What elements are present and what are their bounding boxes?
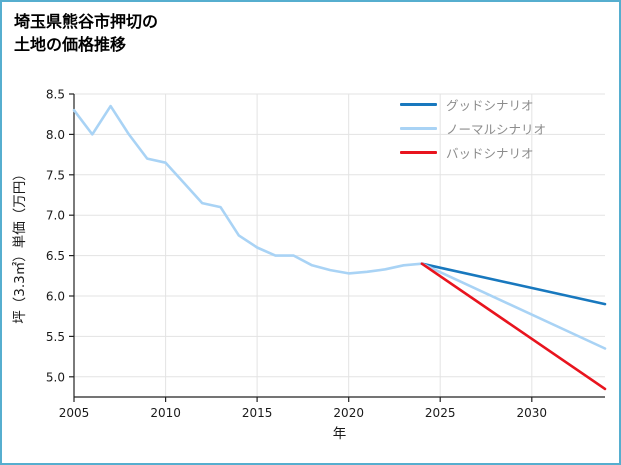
legend-label-good: グッドシナリオ: [446, 98, 534, 113]
y-axis-label: 坪（3.3㎡）単価（万円）: [12, 167, 28, 323]
legend-color-line-good: [400, 103, 437, 106]
y-tick-label: 6.5: [46, 249, 65, 263]
y-tick-label: 7.0: [46, 209, 65, 223]
legend-label-bad: バッドシナリオ: [446, 146, 534, 161]
page-title: 埼玉県熊谷市押切の 土地の価格推移: [14, 10, 158, 56]
x-tick-label: 2025: [425, 406, 456, 420]
x-tick-label: 2020: [333, 406, 364, 420]
chart-legend: グッドシナリオ ノーマルシナリオ バッドシナリオ: [400, 96, 546, 161]
legend-label-normal: ノーマルシナリオ: [446, 122, 547, 137]
x-tick-label: 2030: [517, 406, 548, 420]
series-line-グッドシナリオ: [420, 262, 607, 306]
x-tick-label: 2015: [242, 406, 273, 420]
legend-item-good: グッドシナリオ: [400, 96, 546, 113]
page-title-line-1: 埼玉県熊谷市押切の: [14, 12, 159, 31]
y-tick-label: 8.5: [46, 88, 65, 102]
legend-item-bad: バッドシナリオ: [400, 144, 546, 161]
series-line-history: [72, 104, 424, 275]
y-tick-label: 5.0: [46, 370, 65, 384]
y-tick-label: 6.0: [46, 290, 65, 304]
legend-color-line-bad: [400, 151, 437, 154]
y-tick-label: 8.0: [46, 128, 65, 142]
x-tick-label: 2005: [59, 406, 90, 420]
x-axis-label: 年: [333, 426, 347, 442]
series-line-バッドシナリオ: [420, 262, 607, 391]
x-tick-label: 2010: [150, 406, 181, 420]
series-line-ノーマルシナリオ: [420, 262, 607, 350]
y-tick-label: 7.5: [46, 168, 65, 182]
legend-item-normal: ノーマルシナリオ: [400, 120, 546, 137]
page-title-line-2: 土地の価格推移: [14, 35, 127, 55]
y-tick-label: 5.5: [46, 330, 65, 344]
legend-color-line-normal: [400, 127, 437, 130]
